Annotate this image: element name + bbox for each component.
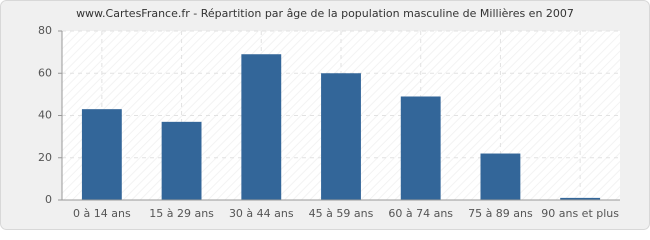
y-tick-label: 20 [38,151,52,164]
x-tick-label: 15 à 29 ans [149,207,214,220]
bar [321,73,361,200]
bar [81,109,122,200]
chart: www.CartesFrance.fr - Répartition par âg… [0,0,650,230]
bar [400,96,441,200]
y-tick-label: 60 [38,66,52,79]
y-tick-label: 0 [45,193,52,206]
bar [560,197,601,200]
y-tick-label: 40 [38,109,52,122]
chart-title: www.CartesFrance.fr - Répartition par âg… [76,7,574,20]
y-tick-label: 80 [38,24,52,37]
x-tick-label: 90 ans et plus [541,207,619,220]
x-tick-label: 75 à 89 ans [468,207,533,220]
x-tick-label: 30 à 44 ans [229,207,294,220]
x-tick-label: 0 à 14 ans [73,207,131,220]
x-tick-label: 60 à 74 ans [388,207,453,220]
bar [480,153,521,200]
bar [241,54,282,200]
bar [161,121,202,200]
plot-layer: 0 20 40 60 80 0 à 14 ans 15 à 29 ans 30 à 44 an… [38,24,620,220]
x-tick-label: 45 à 59 ans [309,207,374,220]
